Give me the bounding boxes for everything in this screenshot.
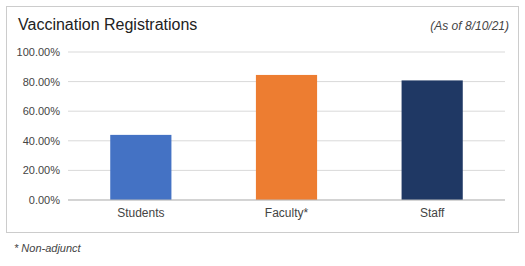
chart-title: Vaccination Registrations: [18, 16, 197, 33]
x-tick-label: Students: [117, 206, 164, 220]
bar: [110, 135, 171, 200]
x-axis-line: [68, 200, 505, 201]
grid-line: [68, 52, 505, 53]
y-axis: 0.00% 20.00% 40.00% 60.00% 80.00% 100.00%: [17, 46, 505, 206]
y-tick-label: 40.00%: [23, 135, 61, 147]
grid-line: [68, 200, 505, 201]
x-tick-label: Staff: [420, 206, 445, 220]
y-tick-label: 0.00%: [29, 194, 60, 206]
chart-border: [7, 7, 519, 233]
bars: [110, 75, 463, 200]
chart-subtitle: (As of 8/10/21): [430, 19, 509, 33]
chart-container: Vaccination Registrations (As of 8/10/21)…: [0, 0, 525, 266]
bar: [256, 75, 317, 200]
x-tick-label: Faculty*: [265, 206, 309, 220]
y-tick-label: 80.00%: [23, 76, 61, 88]
y-tick-label: 60.00%: [23, 105, 61, 117]
bar: [402, 80, 463, 200]
y-tick-label: 100.00%: [17, 46, 61, 58]
x-axis: Students Faculty* Staff: [117, 206, 445, 220]
chart-svg: Vaccination Registrations (As of 8/10/21)…: [0, 0, 525, 266]
y-tick-label: 20.00%: [23, 164, 61, 176]
footnote: * Non-adjunct: [14, 242, 82, 254]
